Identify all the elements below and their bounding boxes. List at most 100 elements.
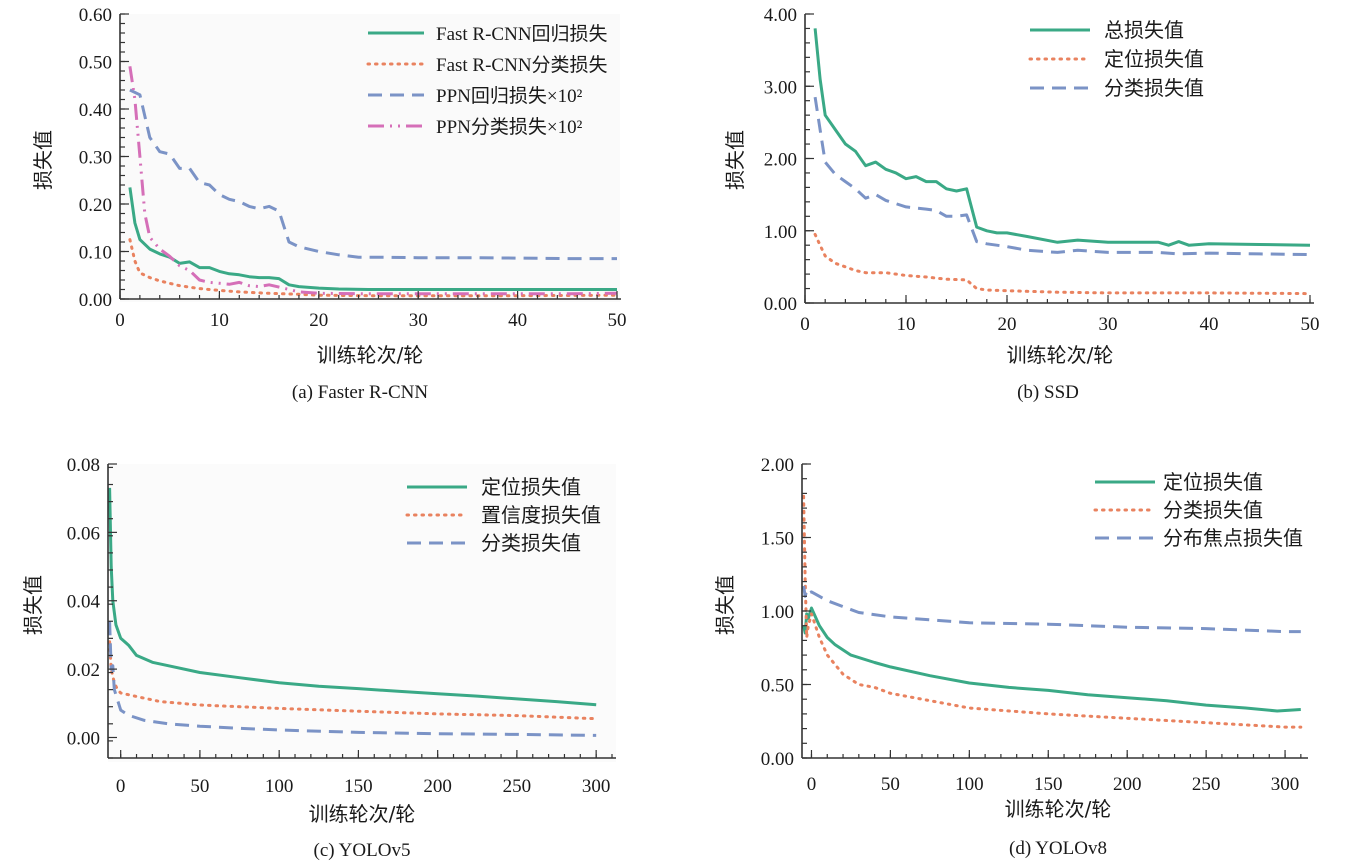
legend-label-2: PPN回归损失×10²	[436, 85, 583, 107]
series-line-2	[802, 585, 1301, 634]
x-tick-label: 0	[115, 310, 125, 331]
axes-layer: 0.00 0.50 1.00 1.50 2.00 0 50 100 150 200 250 300	[761, 455, 1308, 795]
plot-background	[120, 14, 620, 302]
x-tick-label: 20	[998, 314, 1017, 335]
legend-label-2: 分类损失值	[481, 531, 581, 555]
x-tick-label: 20	[309, 310, 328, 331]
panel-caption: (c) YOLOv5	[314, 840, 411, 861]
y-tick-label: 2.00	[764, 150, 797, 171]
x-tick-label: 10	[210, 310, 229, 331]
y-axis-title: 损失值	[713, 575, 737, 635]
series-line-0	[108, 487, 597, 707]
y-tick-label: 0.04	[67, 592, 101, 613]
y-tick-label: 0.00	[67, 728, 100, 749]
x-tick-label: 50	[608, 310, 627, 331]
x-tick-label: 250	[1192, 774, 1221, 795]
legend-label-1: 置信度损失值	[481, 503, 601, 527]
y-tick-label: 0.20	[79, 195, 112, 216]
series-line-2	[108, 621, 597, 737]
legend-label-1: 分类损失值	[1163, 498, 1263, 522]
y-axis-title: 损失值	[723, 130, 747, 190]
y-tick-label: 0.06	[67, 523, 100, 544]
x-tick-label: 300	[1271, 774, 1300, 795]
x-tick-label: 10	[897, 314, 916, 335]
legend-label-1: 定位损失值	[1104, 47, 1204, 71]
x-tick-label: 200	[423, 776, 452, 797]
x-tick-label: 200	[1113, 774, 1142, 795]
series-line-2	[129, 88, 617, 261]
y-tick-label: 0.50	[79, 53, 112, 74]
x-tick-label: 300	[582, 776, 611, 797]
series-layer	[802, 494, 1303, 729]
legend-label-3: PPN分类损失×10²	[436, 116, 583, 138]
x-tick-label: 0	[807, 774, 817, 795]
x-axis-title: 训练轮次/轮	[1005, 797, 1112, 821]
x-tick-label: 50	[190, 776, 209, 797]
panel-faster-rcnn: 0.000.100.200.300.400.500.600 10 20 30 40 50 …	[31, 5, 627, 403]
axes-layer: 0.00 0.02 0.04 0.06 0.08 0 50 100 150 200 250 300	[67, 455, 616, 797]
x-axis-title: 训练轮次/轮	[1007, 343, 1114, 367]
y-tick-label: 0.30	[79, 148, 112, 169]
y-axis-title: 损失值	[21, 575, 45, 635]
x-tick-label: 0	[800, 314, 810, 335]
panel-ssd: 0.00 1.00 2.00 3.00 4.00 0 10 20 30 40 50 损失值 训练轮次…	[723, 5, 1320, 403]
series-line-1	[128, 238, 619, 298]
legend-label-0: 定位损失值	[1163, 470, 1263, 494]
y-tick-label: 1.00	[764, 222, 797, 243]
y-tick-label: 0.60	[79, 5, 112, 26]
legend-label-0: Fast R-CNN回归损失	[436, 23, 608, 45]
y-tick-label: 0.40	[79, 100, 112, 121]
legend-label-0: 定位损失值	[481, 475, 581, 499]
y-axis-title: 损失值	[31, 130, 55, 190]
x-tick-label: 30	[409, 310, 428, 331]
panel-caption: (d) YOLOv8	[1009, 838, 1107, 859]
x-axis-title: 训练轮次/轮	[309, 802, 416, 826]
x-tick-label: 150	[1034, 774, 1063, 795]
x-tick-label: 250	[503, 776, 532, 797]
x-axis-title: 训练轮次/轮	[317, 343, 424, 367]
y-tick-label: 3.00	[764, 77, 797, 98]
series-layer	[108, 487, 598, 737]
legend-label-2: 分布焦点损失值	[1163, 526, 1303, 550]
y-tick-label: 1.50	[761, 529, 794, 550]
y-tick-label: 0.00	[79, 290, 112, 311]
y-tick-label: 0.00	[764, 294, 797, 315]
x-tick-label: 50	[881, 774, 900, 795]
x-tick-label: 150	[344, 776, 373, 797]
legend-label-2: 分类损失值	[1104, 76, 1204, 100]
panel-yolov5: 0.00 0.02 0.04 0.06 0.08 0 50 100 150 200 250 300 损…	[21, 455, 616, 861]
panel-caption: (a) Faster R-CNN	[292, 382, 428, 403]
series-layer	[128, 66, 619, 298]
panel-caption: (b) SSD	[1017, 382, 1079, 403]
x-tick-label: 40	[1200, 314, 1219, 335]
series-line-0	[802, 606, 1301, 713]
legend-label-1: Fast R-CNN分类损失	[436, 54, 608, 76]
legend-label-0: 总损失值	[1104, 18, 1184, 42]
x-tick-label: 100	[955, 774, 984, 795]
y-tick-label: 0.02	[67, 660, 100, 681]
series-line-0	[813, 28, 1311, 247]
y-tick-label: 0.00	[761, 749, 794, 770]
panel-yolov8: 0.00 0.50 1.00 1.50 2.00 0 50 100 150 200 250 300 损…	[713, 455, 1308, 859]
axes-layer: 0.00 1.00 2.00 3.00 4.00 0 10 20 30 40 50	[764, 5, 1320, 335]
y-tick-label: 0.10	[79, 243, 112, 264]
y-tick-label: 1.00	[761, 602, 794, 623]
series-line-0	[128, 187, 617, 291]
plot-background	[108, 464, 616, 762]
x-tick-label: 40	[508, 310, 527, 331]
series-line-1	[802, 494, 1303, 729]
axes-layer: 0.00 0.10 0.20 0.30 0.40 0.50 0.60 0 10 20 30 40 50	[79, 5, 627, 331]
series-line-3	[128, 66, 618, 296]
y-tick-label: 0.08	[67, 455, 100, 476]
series-layer	[813, 28, 1312, 296]
x-tick-label: 100	[265, 776, 294, 797]
x-tick-label: 30	[1099, 314, 1118, 335]
x-tick-label: 50	[1301, 314, 1320, 335]
y-tick-label: 2.00	[761, 455, 794, 476]
legend: Fast R-CNN回归损失 Fast R-CNN分类损失 PPN回归损失×10² P…	[366, 23, 608, 138]
y-tick-label: 4.00	[764, 5, 797, 26]
